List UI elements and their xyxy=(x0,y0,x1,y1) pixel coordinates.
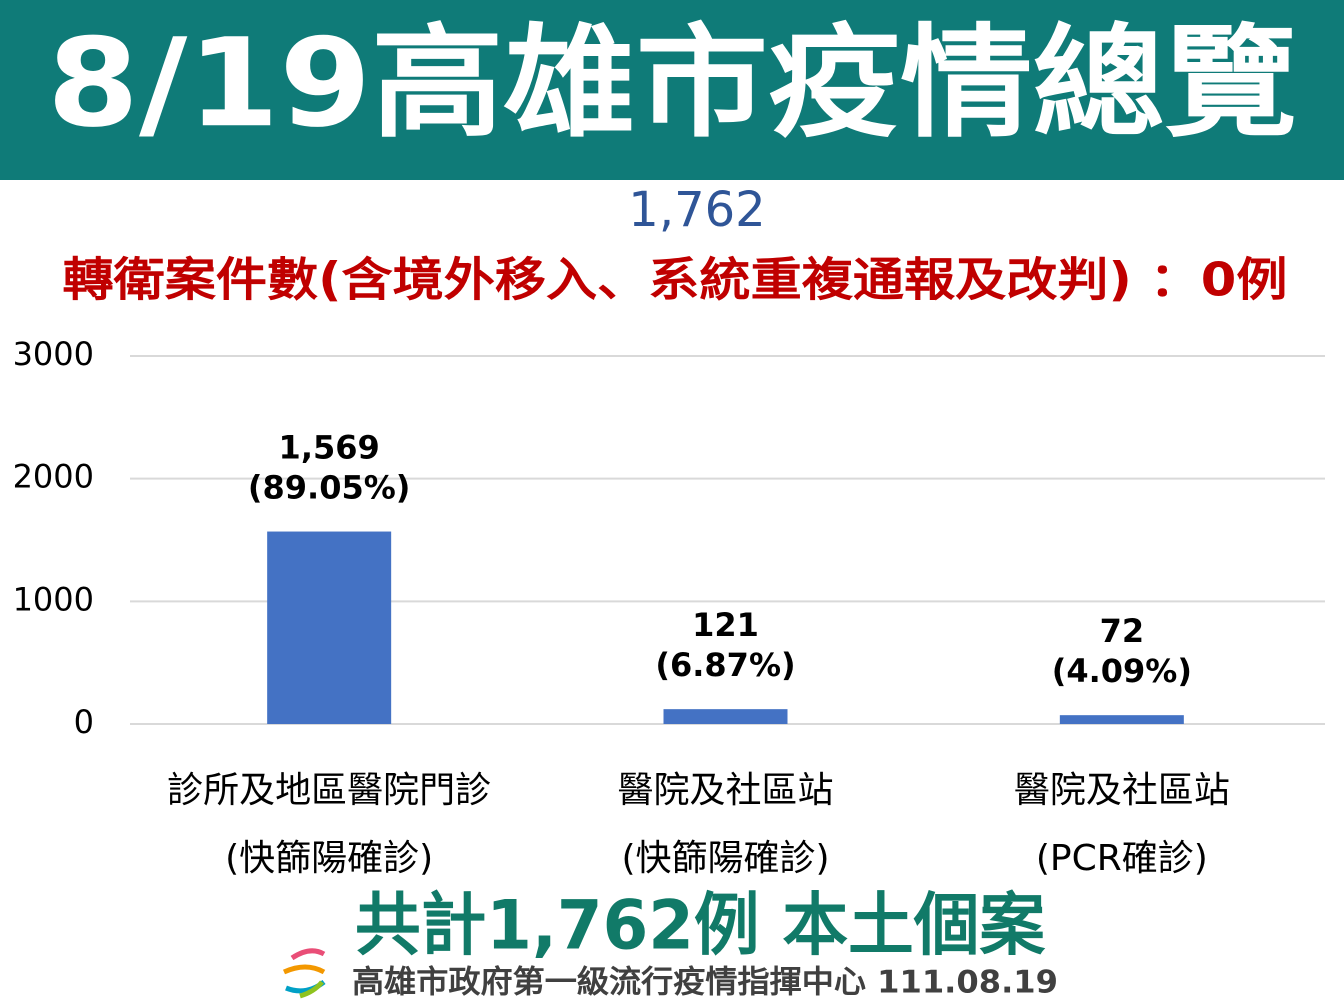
note: 轉衛案件數(含境外移入、系統重複通報及改判) ：0例 xyxy=(63,253,1288,307)
x-tick-label: 醫院及社區站 xyxy=(617,770,833,811)
value-label: 1,569 xyxy=(279,429,380,467)
y-tick-label: 3000 xyxy=(13,335,94,373)
percent-label: (89.05%) xyxy=(248,469,411,507)
value-label: 121 xyxy=(692,606,759,644)
bar xyxy=(663,709,788,724)
y-tick-label: 0 xyxy=(74,703,94,741)
logo xyxy=(282,948,326,999)
percent-label: (6.87%) xyxy=(655,646,795,684)
x-tick-label: 診所及地區醫院門診 xyxy=(167,770,491,811)
value-label: 72 xyxy=(1100,612,1145,650)
x-tick-sublabel: (快篩陽確診) xyxy=(621,838,829,879)
summary: 共計1,762例 本土個案 xyxy=(355,887,1046,966)
y-tick-label: 2000 xyxy=(13,458,94,496)
bar xyxy=(1059,715,1184,724)
footer: 高雄市政府第一級流行疫情指揮中心 111.08.19 xyxy=(352,965,1058,1001)
title-banner xyxy=(0,0,1344,180)
x-tick-sublabel: (快篩陽確診) xyxy=(225,838,433,879)
total-label: 1,762 xyxy=(628,182,765,238)
y-tick-label: 1000 xyxy=(13,580,94,618)
bar xyxy=(267,531,392,724)
percent-label: (4.09%) xyxy=(1052,652,1192,690)
x-tick-label: 醫院及社區站 xyxy=(1014,770,1230,811)
chart-title: 8/19高雄市疫情總覽 xyxy=(47,12,1297,154)
x-tick-sublabel: (PCR確診) xyxy=(1036,838,1208,879)
